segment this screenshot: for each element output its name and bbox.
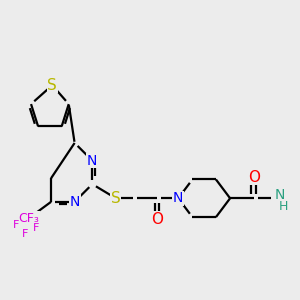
Text: F: F	[13, 220, 19, 230]
Text: F: F	[22, 229, 28, 238]
Text: O: O	[151, 212, 163, 227]
Text: H: H	[279, 200, 289, 213]
Text: O: O	[248, 169, 260, 184]
Text: CF₃: CF₃	[18, 212, 39, 225]
Text: N: N	[69, 195, 80, 209]
Text: N: N	[275, 188, 285, 203]
Text: S: S	[111, 191, 121, 206]
Text: F: F	[33, 223, 39, 233]
Text: N: N	[173, 191, 184, 205]
Text: N: N	[87, 154, 98, 168]
Text: S: S	[47, 78, 57, 93]
